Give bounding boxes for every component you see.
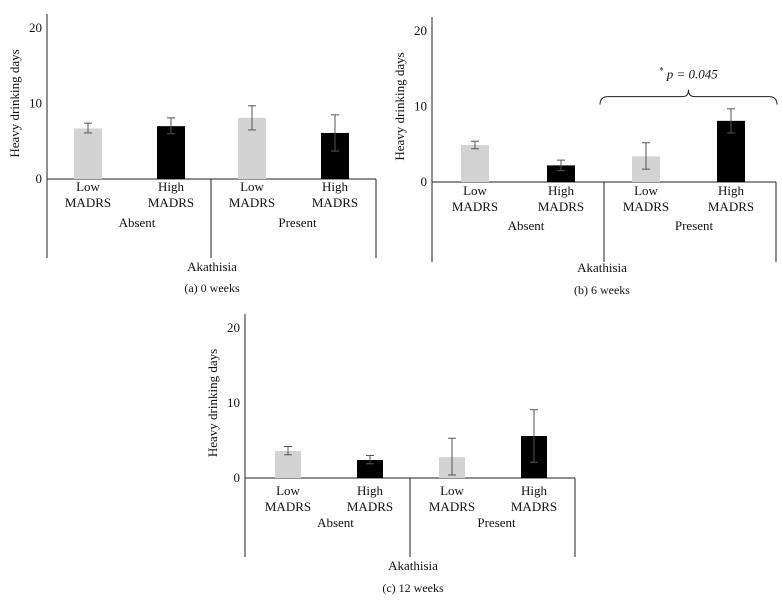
- category-label-line1: Low: [440, 483, 464, 498]
- category-label-line2: MADRS: [511, 499, 557, 514]
- y-tick-label: 20: [29, 20, 42, 35]
- y-axis-label: Heavy drinking days: [7, 49, 22, 157]
- panel-caption: (b) 6 weeks: [574, 283, 630, 297]
- y-tick-label: 20: [227, 320, 240, 335]
- bar: [74, 128, 102, 179]
- bar: [275, 451, 301, 478]
- bar: [461, 145, 489, 182]
- bar: [157, 126, 185, 179]
- category-label-line2: MADRS: [429, 499, 475, 514]
- category-label-line1: Low: [76, 179, 100, 194]
- group-label-absent: Absent: [317, 515, 354, 530]
- category-label-line1: High: [521, 483, 548, 498]
- category-label-line1: High: [357, 483, 384, 498]
- category-label-line2: MADRS: [347, 499, 393, 514]
- y-axis-label: Heavy drinking days: [205, 349, 220, 457]
- category-label-line2: MADRS: [623, 199, 669, 214]
- category-label-line1: Low: [463, 183, 487, 198]
- panel-caption: (c) 12 weeks: [382, 581, 444, 595]
- category-label-line1: High: [548, 183, 575, 198]
- significance-p-value: p = 0.045: [666, 67, 719, 82]
- panel-caption: (a) 0 weeks: [184, 281, 240, 295]
- y-tick-label: 10: [227, 395, 240, 410]
- category-label-line2: MADRS: [708, 199, 754, 214]
- x-axis-label: Akathisia: [187, 259, 237, 274]
- x-axis-label: Akathisia: [388, 558, 438, 573]
- y-tick-label: 10: [29, 96, 42, 111]
- y-axis-label: Heavy drinking days: [392, 52, 407, 160]
- significance-star: *: [659, 66, 664, 76]
- category-label-line2: MADRS: [265, 499, 311, 514]
- category-label-line1: Low: [240, 179, 264, 194]
- category-label-line1: High: [718, 183, 745, 198]
- bar: [357, 460, 383, 478]
- group-label-absent: Absent: [508, 218, 545, 233]
- bar: [547, 165, 575, 182]
- x-axis-label: Akathisia: [577, 260, 627, 275]
- category-label-line2: MADRS: [312, 195, 358, 210]
- category-label-line1: Low: [276, 483, 300, 498]
- category-label-line1: High: [322, 179, 349, 194]
- group-label-present: Present: [675, 218, 714, 233]
- category-label-line2: MADRS: [148, 195, 194, 210]
- group-label-absent: Absent: [119, 215, 156, 230]
- category-label-line1: High: [158, 179, 185, 194]
- category-label-line1: Low: [634, 183, 658, 198]
- group-label-present: Present: [278, 215, 317, 230]
- y-tick-label: 0: [234, 470, 241, 485]
- significance-bracket: [599, 89, 778, 105]
- category-label-line2: MADRS: [65, 195, 111, 210]
- y-tick-label: 0: [36, 171, 43, 186]
- y-tick-label: 20: [414, 23, 427, 38]
- group-label-present: Present: [477, 515, 516, 530]
- y-tick-label: 0: [421, 174, 428, 189]
- category-label-line2: MADRS: [538, 199, 584, 214]
- y-tick-label: 10: [414, 99, 427, 114]
- category-label-line2: MADRS: [452, 199, 498, 214]
- significance-label: * p = 0.045: [659, 66, 718, 82]
- category-label-line2: MADRS: [229, 195, 275, 210]
